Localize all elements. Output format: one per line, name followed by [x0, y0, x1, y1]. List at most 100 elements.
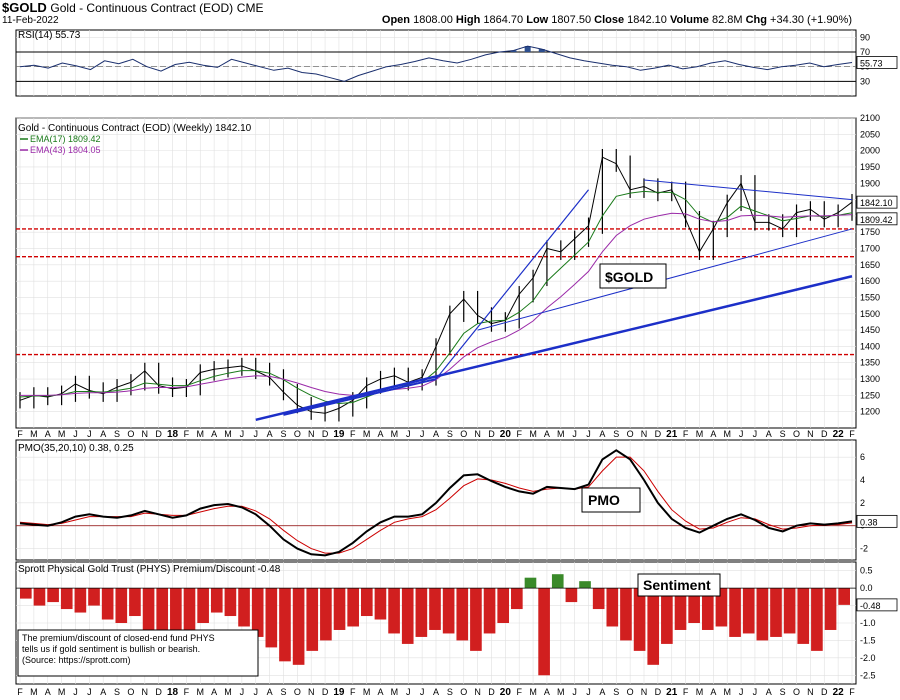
ohlc-label-low: Low — [526, 14, 552, 26]
x-tick-label-bottom: D — [155, 687, 162, 697]
x-tick-label: A — [433, 429, 439, 439]
x-tick-label: 22 — [833, 429, 845, 440]
x-tick-label-bottom: J — [586, 687, 591, 697]
y-tick-label: 1200 — [860, 407, 880, 417]
premium-bar — [647, 588, 660, 665]
gold-annotation-box — [599, 263, 667, 289]
premium-bar — [729, 588, 741, 637]
premium-bar — [538, 588, 550, 676]
premium-title: Sprott Physical Gold Trust (PHYS) Premiu… — [18, 564, 281, 575]
premium-bar — [456, 588, 469, 641]
ohlc-value-open: 1808.00 — [413, 14, 456, 26]
x-tick-label: F — [350, 429, 356, 439]
x-tick-label-bottom: A — [433, 687, 439, 697]
x-tick-label-bottom: O — [294, 687, 301, 697]
ohlc-value-chg: +34.30 (+1.90%) — [770, 14, 852, 26]
y-tick-label: 0.5 — [860, 566, 873, 576]
x-tick-label-bottom: A — [599, 687, 605, 697]
rsi-last-value-box — [856, 56, 898, 69]
ema17-line — [19, 190, 853, 405]
x-tick-label: F — [683, 429, 689, 439]
x-tick-label: J — [406, 429, 411, 439]
ohlc-value-volume: 82.8M — [711, 14, 746, 26]
premium-bar — [306, 588, 319, 651]
x-tick-label: A — [45, 429, 51, 439]
x-tick-label: M — [58, 429, 66, 439]
x-tick-label: M — [197, 429, 205, 439]
x-tick-label-bottom: J — [73, 687, 78, 697]
x-tick-label-bottom: J — [420, 687, 425, 697]
ohlc-value-low: 1807.50 — [551, 14, 595, 26]
x-tick-label-bottom: S — [114, 687, 120, 697]
x-tick-label: M — [696, 429, 704, 439]
x-tick-label-bottom: S — [613, 687, 619, 697]
premium-bar — [238, 588, 250, 627]
premium-bar — [333, 588, 346, 630]
y-tick-label: 1350 — [860, 358, 880, 368]
y-tick-label: -2.0 — [860, 653, 876, 663]
exchange-label: CME — [236, 1, 264, 15]
premium-bar — [33, 588, 46, 606]
pmo-annotation-box — [581, 487, 641, 513]
premium-bar — [115, 588, 128, 623]
chart-date: 11-Feb-2022 — [2, 15, 59, 26]
x-tick-label: J — [572, 429, 577, 439]
x-tick-label-bottom: O — [627, 687, 634, 697]
premium-bar — [674, 588, 687, 630]
sentiment-annotation: Sentiment — [643, 577, 711, 593]
x-tick-label-bottom: N — [807, 687, 814, 697]
x-tick-label: F — [516, 429, 522, 439]
premium-bar — [620, 588, 632, 641]
x-tick-label: F — [17, 429, 23, 439]
y-tick-label: 0.0 — [860, 583, 873, 593]
premium-bar — [401, 588, 414, 644]
x-tick-label-bottom: M — [696, 687, 704, 697]
x-tick-label-bottom: J — [240, 687, 245, 697]
x-tick-label: 18 — [167, 429, 179, 440]
x-tick-label-bottom: M — [363, 687, 371, 697]
premium-note-line: The premium/discount of closed-end fund … — [22, 633, 215, 643]
premium-bar — [360, 588, 373, 617]
premium-bar — [320, 588, 332, 641]
premium-bar — [74, 588, 87, 613]
x-tick-label-bottom: O — [127, 687, 134, 697]
x-tick-label: A — [378, 429, 384, 439]
price-line — [19, 156, 853, 414]
premium-bar — [47, 588, 59, 603]
ema-last-value-box — [856, 212, 898, 226]
premium-bar — [742, 588, 755, 634]
gold-annotation: $GOLD — [605, 269, 653, 285]
premium-bar — [251, 588, 264, 637]
rsi-title: RSI(14) 55.73 — [18, 30, 81, 41]
x-tick-label: S — [280, 429, 286, 439]
y-tick-label: -2 — [860, 544, 868, 554]
y-tick-label: 1600 — [860, 276, 880, 286]
x-tick-label: J — [420, 429, 425, 439]
x-tick-label-bottom: M — [391, 687, 399, 697]
premium-bar — [592, 588, 605, 610]
x-tick-label-bottom: D — [488, 687, 495, 697]
premium-bar — [374, 588, 387, 620]
y-tick-label: 1750 — [860, 227, 880, 237]
x-tick-label-bottom: D — [821, 687, 828, 697]
y-tick-label: 1950 — [860, 162, 880, 172]
x-tick-label-bottom: F — [849, 687, 855, 697]
x-tick-label-bottom: N — [641, 687, 648, 697]
y-tick-label: 6 — [860, 452, 865, 462]
x-tick-label: J — [73, 429, 78, 439]
y-tick-label: 2050 — [860, 129, 880, 139]
x-tick-label-bottom: A — [100, 687, 106, 697]
x-tick-label: M — [363, 429, 371, 439]
rsi-last-value: 55.73 — [860, 58, 883, 68]
x-tick-label: A — [599, 429, 605, 439]
premium-bar — [511, 588, 523, 610]
x-tick-label: N — [807, 429, 814, 439]
x-tick-label-bottom: M — [224, 687, 232, 697]
x-tick-label-bottom: A — [267, 687, 273, 697]
premium-bar — [701, 588, 714, 630]
x-tick-label: S — [114, 429, 120, 439]
x-tick-label-bottom: J — [572, 687, 577, 697]
x-tick-label-bottom: N — [308, 687, 315, 697]
x-tick-label: M — [224, 429, 232, 439]
